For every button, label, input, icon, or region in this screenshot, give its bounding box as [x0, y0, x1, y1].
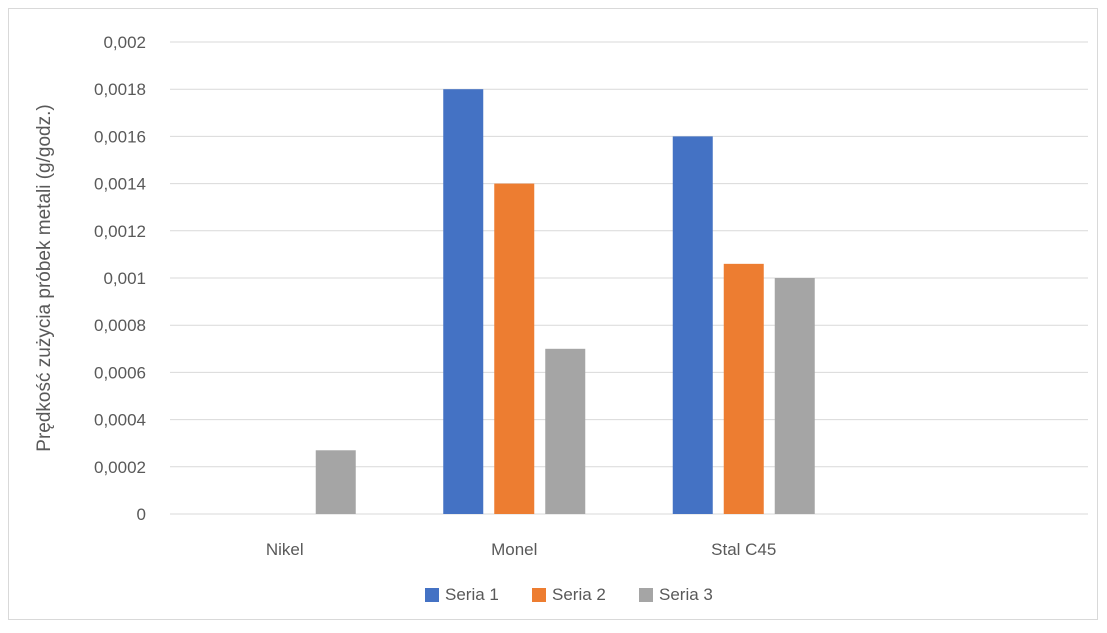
legend-label: Seria 3 [659, 585, 713, 604]
y-tick-label: 0,001 [103, 269, 146, 288]
y-tick-label: 0,0004 [94, 411, 146, 430]
bar [672, 136, 713, 514]
legend-swatch [532, 588, 546, 602]
legend-label: Seria 2 [552, 585, 606, 604]
bar [545, 348, 586, 514]
y-tick-label: 0,002 [103, 33, 146, 52]
y-tick-label: 0,0014 [94, 175, 146, 194]
legend-label: Seria 1 [445, 585, 499, 604]
y-axis-ticks: 0 0,0002 0,0004 0,0006 0,0008 0,001 0,0012 0,00… [94, 33, 146, 524]
chart-frame [8, 8, 1098, 620]
x-axis-ticks: Nikel Monel Stal C45 [266, 540, 777, 559]
y-tick-label: 0,0012 [94, 222, 146, 241]
y-tick-label: 0 [137, 505, 146, 524]
legend: Seria 1 Seria 2 Seria 3 [425, 585, 713, 604]
y-axis-label: Prędkość zużycia próbek metali (g/godz.) [34, 104, 55, 451]
x-tick-label: Monel [491, 540, 537, 559]
legend-swatch [425, 588, 439, 602]
legend-swatch [639, 588, 653, 602]
y-tick-label: 0,0008 [94, 316, 146, 335]
x-tick-label: Nikel [266, 540, 304, 559]
y-tick-label: 0,0018 [94, 80, 146, 99]
bar [494, 183, 535, 514]
bar [774, 278, 815, 514]
y-tick-label: 0,0002 [94, 458, 146, 477]
y-tick-label: 0,0016 [94, 127, 146, 146]
bar [315, 450, 356, 514]
bars [315, 89, 815, 514]
y-tick-label: 0,0006 [94, 363, 146, 382]
x-tick-label: Stal C45 [711, 540, 776, 559]
bar [443, 89, 484, 514]
bar [723, 263, 764, 514]
